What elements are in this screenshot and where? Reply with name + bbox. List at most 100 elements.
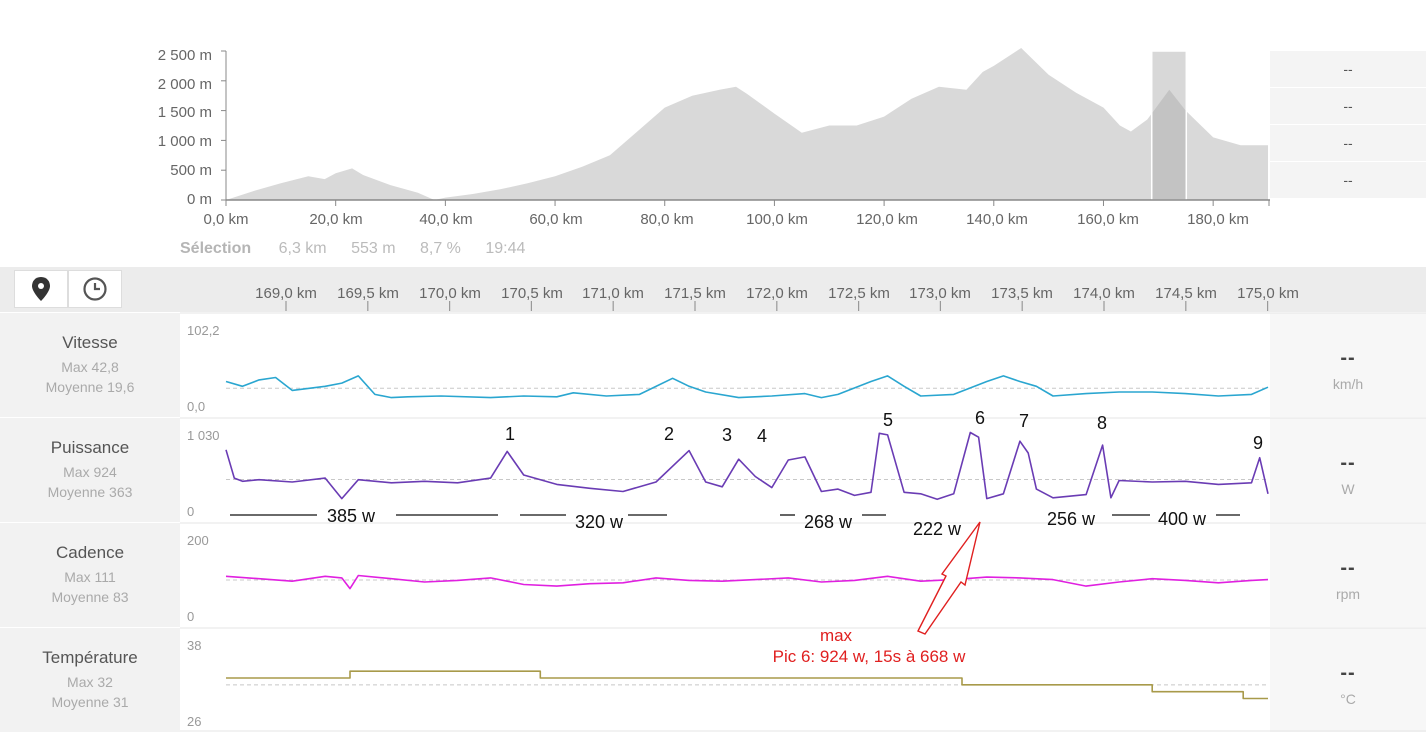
axis-bottom-label: 0,0 [187,399,206,414]
metric-current-puissance: -- W [1270,418,1426,522]
elev-x-tick: 80,0 km [640,211,694,228]
ruler-tick-label: 169,5 km [337,285,399,302]
series-line-0 [225,375,1269,399]
summary-value: -- [1270,125,1426,162]
metric-name: Cadence [55,543,125,562]
peak-label: 3 [722,425,733,445]
metric-panel-temperature: Température Max 32 Moyenne 31 [0,628,180,732]
elev-y-tick: 1 500 m [157,104,212,121]
axis-top-label: 38 [187,638,202,653]
metric-current-value: -- [1340,557,1356,579]
ruler-tick-label: 170,0 km [419,285,481,302]
ruler-tick-label: 174,0 km [1073,285,1135,302]
metric-max: Max 32 [67,674,113,690]
elevation-chart[interactable] [0,0,1426,235]
ruler-tick-label: 175,0 km [1237,285,1299,302]
elev-x-tick: 0,0 km [203,211,249,228]
metric-average: Moyenne 83 [51,589,129,605]
metric-max: Max 924 [63,464,117,480]
peak-label: 1 [505,424,516,444]
map-pin-icon [32,277,50,301]
peak-label: 5 [883,410,894,430]
segment-average-label: 320 w [575,512,624,532]
peak-label: 6 [975,408,986,428]
elev-y-tick: 500 m [170,162,212,179]
axis-bottom-label: 0 [187,609,195,624]
selection-window [1150,50,1188,201]
max-annotation: max [819,626,853,645]
elev-y-tick: 2 500 m [157,47,212,64]
selection-elevation: 553 m [351,240,396,257]
metric-name: Puissance [50,438,130,457]
elev-y-tick: 2 000 m [157,76,212,93]
ruler-tick-label: 174,5 km [1155,285,1217,302]
peak-label: 8 [1097,413,1108,433]
series-line-3 [226,670,1268,700]
axis-top-label: 1 030 [187,428,220,443]
peak-label: 7 [1019,411,1030,431]
segment-average-label: 400 w [1158,509,1207,529]
ruler-tick-label: 173,5 km [991,285,1053,302]
segment-average-label: 268 w [804,512,853,532]
ruler-tick-label: 172,5 km [828,285,890,302]
metric-current-temperature: -- °C [1270,628,1426,732]
metric-unit: °C [1340,691,1356,707]
ruler-tick-label: 171,5 km [664,285,726,302]
ruler-tick-label: 172,0 km [746,285,808,302]
segment-average-label: 256 w [1047,509,1096,529]
axis-bottom-label: 0 [187,504,195,519]
metric-panel-cadence: Cadence Max 111 Moyenne 83 [0,523,180,627]
metric-max: Max 111 [64,569,116,585]
max-annotation-detail: Pic 6: 924 w, 15s à 668 w [772,647,966,666]
summary-value: -- [1270,162,1426,199]
peak-label: 9 [1253,433,1264,453]
selection-distance: 6,3 km [278,240,327,257]
segment-average-label: 385 w [327,506,376,526]
metric-panel-puissance: Puissance Max 924 Moyenne 363 [0,418,180,522]
selection-time: 19:44 [485,240,526,257]
summary-value: -- [1270,51,1426,88]
distance-ruler-band [0,267,1426,312]
elev-x-tick: 120,0 km [856,211,918,228]
ruler-tick-label: 169,0 km [255,285,317,302]
elev-x-tick: 20,0 km [309,211,363,228]
metric-name: Vitesse [62,333,118,352]
series-line-2 [225,574,1269,590]
ruler-tick-label: 171,0 km [582,285,644,302]
elev-y-tick: 1 000 m [157,133,212,150]
map-view-button[interactable] [14,270,68,308]
elevation-area [226,48,1268,200]
metric-average: Moyenne 31 [51,694,129,710]
peak-label: 4 [757,426,768,446]
segment-average-label: 222 w [913,519,962,539]
metric-unit: W [1341,481,1355,497]
metric-average: Moyenne 19,6 [45,379,135,395]
metric-current-value: -- [1340,347,1356,369]
metric-name: Température [42,648,138,667]
elev-x-tick: 140,0 km [966,211,1028,228]
metric-panel-vitesse: Vitesse Max 42,8 Moyenne 19,6 [0,313,180,417]
axis-bottom-label: 26 [187,714,202,729]
ruler-tick-label: 170,5 km [501,285,563,302]
metric-max: Max 42,8 [61,359,119,375]
clock-icon [83,277,107,301]
max-arrow [917,521,981,635]
metric-unit: km/h [1332,376,1364,392]
metric-current-value: -- [1340,662,1356,684]
elev-x-tick: 100,0 km [746,211,808,228]
axis-top-label: 102,2 [187,323,220,338]
metric-current-vitesse: -- km/h [1270,313,1426,417]
summary-value: -- [1270,88,1426,125]
elev-x-tick: 40,0 km [419,211,473,228]
elev-x-tick: 160,0 km [1077,211,1139,228]
metric-current-cadence: -- rpm [1270,523,1426,627]
selection-grade: 8,7 % [419,240,461,257]
peak-label: 2 [664,424,675,444]
axis-top-label: 200 [187,533,209,548]
selection-summary: Sélection 6,3 km 553 m 8,7 % 19:44 [180,240,545,258]
metric-unit: rpm [1335,586,1361,602]
elev-x-tick: 180,0 km [1187,211,1249,228]
time-view-button[interactable] [68,270,122,308]
elev-y-tick: 0 m [186,191,212,208]
